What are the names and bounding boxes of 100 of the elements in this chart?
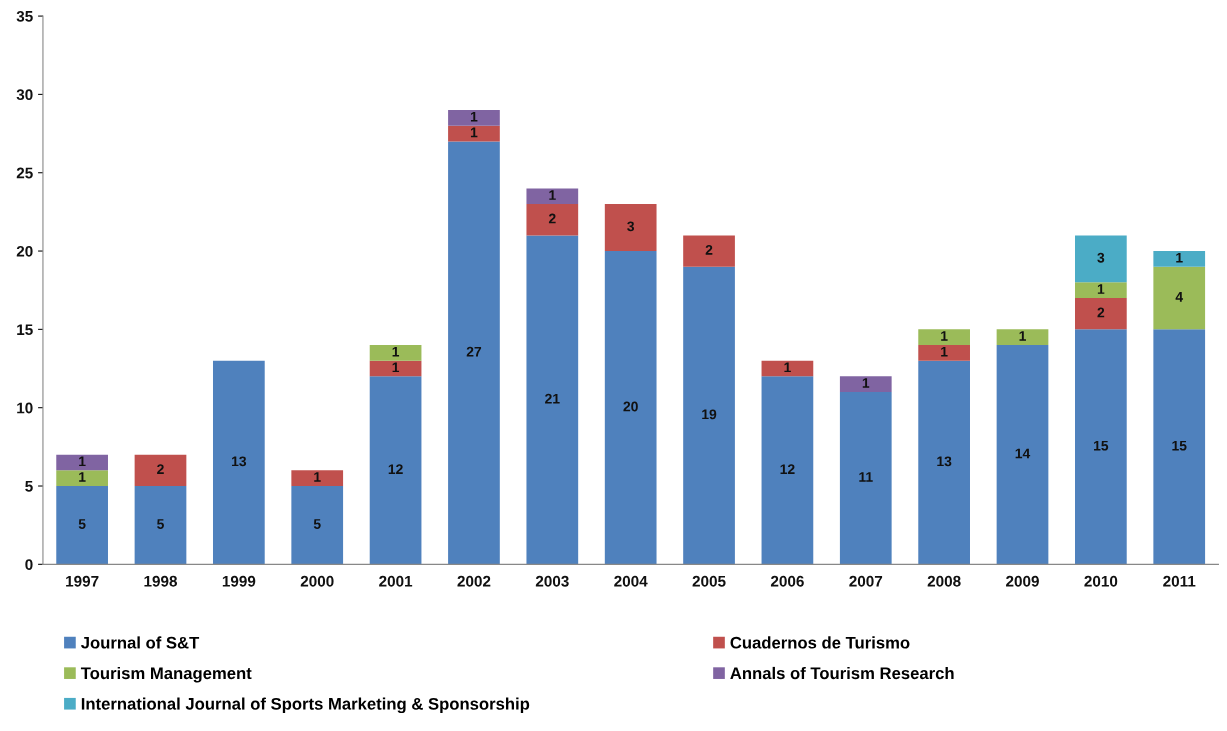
y-tick-label: 20 [16, 245, 33, 257]
bar [134, 454, 187, 487]
bar [369, 376, 422, 565]
data-label: 20 [623, 401, 638, 412]
data-label: 1 [314, 472, 321, 482]
data-label: 3 [627, 221, 635, 232]
bar [1153, 251, 1206, 267]
x-tick-label: 2010 [1084, 575, 1118, 587]
x-tick-label: 2009 [1006, 575, 1039, 587]
data-label: 1 [470, 127, 478, 138]
data-label: 21 [545, 393, 560, 404]
data-label: 1 [79, 472, 86, 482]
bar [839, 376, 892, 393]
data-label: 1 [79, 456, 86, 467]
x-tick-label: 1999 [222, 575, 256, 587]
bar [56, 470, 108, 487]
data-label: 1 [392, 362, 400, 373]
bar [918, 360, 970, 565]
bar [213, 360, 265, 565]
data-label: 3 [1097, 252, 1105, 263]
bar [448, 110, 500, 126]
legend-label: Cuadernos de Turismo [730, 636, 910, 649]
bar [1075, 282, 1127, 299]
x-tick-label: 2001 [379, 575, 413, 587]
data-label: 5 [313, 519, 321, 529]
data-label: 12 [780, 464, 795, 474]
data-label: 5 [157, 519, 164, 529]
data-label: 15 [1172, 440, 1187, 451]
y-tick-label: 5 [25, 481, 33, 492]
x-tick-label: 2011 [1163, 575, 1196, 587]
bar [996, 329, 1049, 346]
data-label: 1 [862, 378, 870, 388]
x-tick-label: 2006 [770, 575, 804, 587]
bar [448, 125, 500, 142]
y-tick-label: 25 [16, 167, 33, 179]
bar [526, 204, 579, 236]
legend-label: Journal of S&T [81, 636, 200, 649]
data-label: 2 [157, 464, 164, 474]
y-tick-label: 15 [17, 324, 33, 336]
data-label: 2 [548, 213, 556, 224]
x-tick-label: 2007 [849, 575, 883, 587]
bar [918, 345, 970, 361]
bar [56, 486, 108, 565]
x-tick-label: 1998 [144, 575, 178, 587]
x-tick-label: 2005 [692, 575, 726, 587]
data-label: 13 [937, 456, 952, 467]
bar [761, 376, 814, 565]
x-tick-label: 2002 [457, 575, 491, 587]
bar [918, 329, 970, 346]
data-label: 1 [941, 346, 948, 357]
data-label: 1 [392, 346, 400, 357]
bar [1153, 266, 1206, 330]
data-label: 1 [1097, 284, 1105, 294]
data-label: 2 [705, 244, 713, 255]
data-label: 27 [466, 346, 482, 357]
bar [56, 454, 108, 471]
x-tick-label: 1997 [66, 575, 99, 587]
data-label: 1 [1019, 331, 1026, 341]
legend-label: Annals of Tourism Research [730, 666, 954, 680]
data-label: 15 [1094, 440, 1109, 451]
bar [604, 204, 657, 252]
bar [839, 392, 892, 565]
bar [369, 345, 422, 361]
bar [1153, 329, 1206, 565]
bar [526, 235, 579, 565]
data-label: 1 [784, 362, 791, 373]
data-label: 1 [941, 331, 948, 341]
data-label: 1 [470, 111, 478, 122]
bar [369, 360, 422, 377]
y-tick-label: 0 [25, 559, 33, 571]
bar [526, 188, 579, 205]
data-label: 2 [1097, 307, 1105, 318]
x-tick-label: 2003 [535, 575, 569, 587]
x-tick-label: 2004 [614, 575, 648, 587]
bar [761, 360, 814, 377]
legend-label: International Journal of Sports Marketing & Sponsorship [81, 697, 530, 714]
y-tick-label: 10 [17, 402, 33, 414]
data-label: 13 [232, 456, 247, 467]
y-tick-label: 35 [16, 10, 33, 22]
bar [604, 251, 657, 565]
bar [1075, 298, 1127, 330]
legend-label: Tourism Management [80, 666, 252, 683]
data-label: 1 [549, 190, 556, 200]
y-tick-label: 30 [16, 89, 33, 101]
x-tick-label: 2000 [300, 575, 334, 587]
bar [291, 470, 344, 487]
bar [1075, 329, 1127, 565]
data-label: 12 [388, 464, 403, 474]
bar [134, 486, 187, 565]
bar [291, 486, 344, 565]
bar [683, 235, 735, 267]
bar [683, 266, 735, 565]
data-label: 4 [1175, 292, 1184, 302]
data-label: 11 [859, 472, 873, 482]
data-label: 14 [1015, 448, 1031, 459]
data-label: 19 [702, 409, 717, 420]
data-label: 1 [1176, 252, 1183, 263]
data-label: 5 [78, 519, 86, 529]
x-tick-label: 2008 [927, 575, 961, 587]
bar [996, 345, 1049, 565]
